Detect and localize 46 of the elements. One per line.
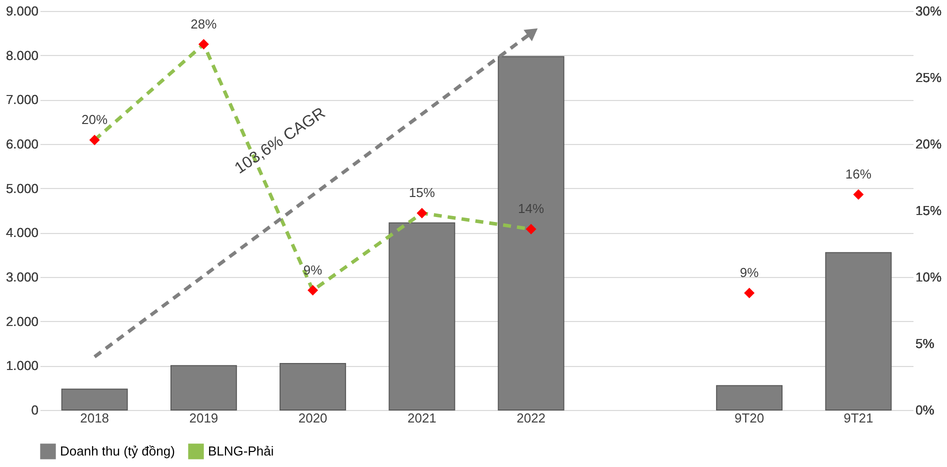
legend-label: BLNG-Phải [208, 443, 274, 458]
bar [388, 222, 456, 410]
y2-tick-label: 20% [916, 136, 942, 152]
point [526, 224, 536, 234]
y2-tick-label: 30% [916, 4, 942, 18]
point [89, 134, 100, 146]
bar [280, 362, 346, 410]
y2-tick-label: 5% [916, 336, 935, 351]
y-tick-label: 7.000 [6, 92, 38, 108]
y-tick-label: 8.000 [6, 48, 38, 63]
x-tick-label: 2021 [407, 410, 436, 426]
y2-tick-label: 25% [916, 70, 942, 85]
bar [61, 388, 128, 410]
bar [170, 365, 237, 410]
data-label: 16% [845, 166, 872, 182]
y-tick-label: 6.000 [6, 136, 38, 152]
x-tick-label: 2022 [516, 410, 546, 426]
x-tick-label: 2018 [80, 410, 110, 426]
data-label: 14% [518, 201, 545, 216]
bar [716, 385, 783, 410]
x-tick-label: 9T20 [734, 410, 764, 426]
y-tick-label: 9.000 [6, 4, 38, 18]
data-label: 20% [82, 112, 108, 128]
y-tick-label: 1.000 [6, 358, 38, 374]
x-tick-label: 2019 [189, 410, 218, 426]
y-tick-label: 5.000 [6, 180, 38, 196]
data-label: 28% [190, 16, 218, 32]
x-tick-label: 2020 [298, 410, 328, 426]
y2-tick-label: 0% [916, 402, 935, 418]
y-tick-label: 2.000 [6, 314, 38, 329]
data-label: 9% [740, 264, 760, 280]
data-label: 15% [408, 185, 436, 200]
y-tick-label: 0 [31, 402, 38, 418]
data-label: 9% [303, 262, 323, 278]
point [416, 208, 428, 218]
x-tick-label: 9T21 [844, 410, 874, 426]
bar [825, 252, 892, 410]
point [308, 285, 318, 296]
point [853, 189, 864, 200]
y2-tick-label: 10% [916, 270, 942, 284]
point [744, 288, 755, 298]
point [198, 39, 209, 50]
legend-label: Doanh thu (tỷ đồng) [60, 443, 175, 458]
y-tick-label: 3.000 [6, 270, 38, 284]
y-tick-label: 4.000 [6, 225, 38, 240]
y2-tick-label: 15% [916, 203, 942, 218]
